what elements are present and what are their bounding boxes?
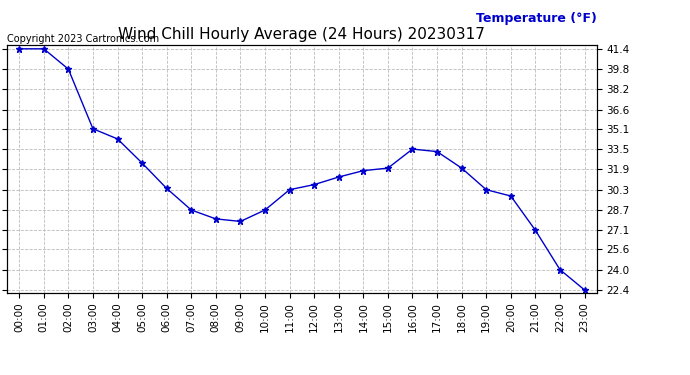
Title: Wind Chill Hourly Average (24 Hours) 20230317: Wind Chill Hourly Average (24 Hours) 202… <box>119 27 485 42</box>
Text: Temperature (°F): Temperature (°F) <box>476 12 597 25</box>
Text: Copyright 2023 Cartronics.com: Copyright 2023 Cartronics.com <box>8 34 159 44</box>
